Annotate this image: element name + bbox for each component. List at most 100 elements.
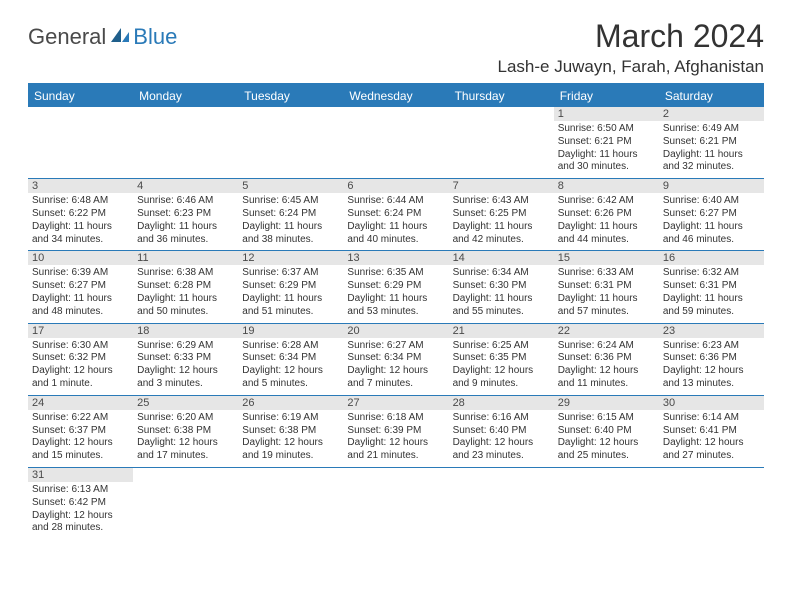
empty-cell [343, 107, 448, 178]
daylight-text: Daylight: 12 hours and 5 minutes. [242, 365, 339, 391]
sunrise-text: Sunrise: 6:50 AM [558, 123, 655, 136]
daylight-text: Daylight: 12 hours and 19 minutes. [242, 437, 339, 463]
empty-cell [449, 107, 554, 178]
sunrise-text: Sunrise: 6:27 AM [347, 340, 444, 353]
sunrise-text: Sunrise: 6:49 AM [663, 123, 760, 136]
day-cell: 7Sunrise: 6:43 AMSunset: 6:25 PMDaylight… [449, 179, 554, 250]
day-body: Sunrise: 6:50 AMSunset: 6:21 PMDaylight:… [554, 121, 659, 178]
daylight-text: Daylight: 11 hours and 36 minutes. [137, 221, 234, 247]
day-body: Sunrise: 6:24 AMSunset: 6:36 PMDaylight:… [554, 338, 659, 395]
daylight-text: Daylight: 12 hours and 7 minutes. [347, 365, 444, 391]
week-row: 1Sunrise: 6:50 AMSunset: 6:21 PMDaylight… [28, 107, 764, 179]
day-cell: 4Sunrise: 6:46 AMSunset: 6:23 PMDaylight… [133, 179, 238, 250]
sunrise-text: Sunrise: 6:25 AM [453, 340, 550, 353]
day-cell: 22Sunrise: 6:24 AMSunset: 6:36 PMDayligh… [554, 324, 659, 395]
sunrise-text: Sunrise: 6:14 AM [663, 412, 760, 425]
daylight-text: Daylight: 12 hours and 3 minutes. [137, 365, 234, 391]
empty-cell [343, 468, 448, 539]
day-cell: 28Sunrise: 6:16 AMSunset: 6:40 PMDayligh… [449, 396, 554, 467]
dow-cell: Sunday [28, 85, 133, 107]
sunrise-text: Sunrise: 6:22 AM [32, 412, 129, 425]
sunset-text: Sunset: 6:34 PM [347, 352, 444, 365]
day-body: Sunrise: 6:22 AMSunset: 6:37 PMDaylight:… [28, 410, 133, 467]
sunrise-text: Sunrise: 6:16 AM [453, 412, 550, 425]
sunset-text: Sunset: 6:26 PM [558, 208, 655, 221]
daylight-text: Daylight: 11 hours and 30 minutes. [558, 149, 655, 175]
sunrise-text: Sunrise: 6:19 AM [242, 412, 339, 425]
day-cell: 17Sunrise: 6:30 AMSunset: 6:32 PMDayligh… [28, 324, 133, 395]
day-body: Sunrise: 6:20 AMSunset: 6:38 PMDaylight:… [133, 410, 238, 467]
day-number: 14 [449, 251, 554, 265]
day-number: 21 [449, 324, 554, 338]
day-number: 17 [28, 324, 133, 338]
logo-text-1: General [28, 24, 106, 50]
day-cell: 23Sunrise: 6:23 AMSunset: 6:36 PMDayligh… [659, 324, 764, 395]
day-number: 9 [659, 179, 764, 193]
sunrise-text: Sunrise: 6:44 AM [347, 195, 444, 208]
daylight-text: Daylight: 11 hours and 48 minutes. [32, 293, 129, 319]
day-number: 13 [343, 251, 448, 265]
day-body: Sunrise: 6:42 AMSunset: 6:26 PMDaylight:… [554, 193, 659, 250]
day-body: Sunrise: 6:13 AMSunset: 6:42 PMDaylight:… [28, 482, 133, 539]
day-body: Sunrise: 6:32 AMSunset: 6:31 PMDaylight:… [659, 265, 764, 322]
daylight-text: Daylight: 12 hours and 13 minutes. [663, 365, 760, 391]
sunset-text: Sunset: 6:23 PM [137, 208, 234, 221]
week-row: 3Sunrise: 6:48 AMSunset: 6:22 PMDaylight… [28, 179, 764, 251]
sunrise-text: Sunrise: 6:43 AM [453, 195, 550, 208]
sunrise-text: Sunrise: 6:33 AM [558, 267, 655, 280]
empty-cell [659, 468, 764, 539]
daylight-text: Daylight: 11 hours and 59 minutes. [663, 293, 760, 319]
day-body: Sunrise: 6:37 AMSunset: 6:29 PMDaylight:… [238, 265, 343, 322]
day-number: 1 [554, 107, 659, 121]
day-number: 29 [554, 396, 659, 410]
daylight-text: Daylight: 12 hours and 9 minutes. [453, 365, 550, 391]
dow-cell: Monday [133, 85, 238, 107]
day-cell: 5Sunrise: 6:45 AMSunset: 6:24 PMDaylight… [238, 179, 343, 250]
day-body: Sunrise: 6:44 AMSunset: 6:24 PMDaylight:… [343, 193, 448, 250]
day-of-week-header: SundayMondayTuesdayWednesdayThursdayFrid… [28, 85, 764, 107]
day-number: 15 [554, 251, 659, 265]
daylight-text: Daylight: 12 hours and 23 minutes. [453, 437, 550, 463]
sunset-text: Sunset: 6:40 PM [453, 425, 550, 438]
empty-cell [133, 468, 238, 539]
dow-cell: Thursday [449, 85, 554, 107]
day-number: 20 [343, 324, 448, 338]
location-text: Lash-e Juwayn, Farah, Afghanistan [28, 57, 764, 77]
calendar-body: 1Sunrise: 6:50 AMSunset: 6:21 PMDaylight… [28, 107, 764, 539]
day-number: 8 [554, 179, 659, 193]
sunrise-text: Sunrise: 6:24 AM [558, 340, 655, 353]
sunset-text: Sunset: 6:21 PM [558, 136, 655, 149]
day-number: 2 [659, 107, 764, 121]
sunset-text: Sunset: 6:24 PM [347, 208, 444, 221]
day-cell: 8Sunrise: 6:42 AMSunset: 6:26 PMDaylight… [554, 179, 659, 250]
day-number: 22 [554, 324, 659, 338]
day-number: 16 [659, 251, 764, 265]
week-row: 24Sunrise: 6:22 AMSunset: 6:37 PMDayligh… [28, 396, 764, 468]
day-number: 23 [659, 324, 764, 338]
logo: General Blue [28, 18, 177, 50]
header: General Blue March 2024 [28, 18, 764, 55]
day-cell: 2Sunrise: 6:49 AMSunset: 6:21 PMDaylight… [659, 107, 764, 178]
day-cell: 24Sunrise: 6:22 AMSunset: 6:37 PMDayligh… [28, 396, 133, 467]
day-number: 30 [659, 396, 764, 410]
day-cell: 14Sunrise: 6:34 AMSunset: 6:30 PMDayligh… [449, 251, 554, 322]
sunrise-text: Sunrise: 6:18 AM [347, 412, 444, 425]
sunrise-text: Sunrise: 6:48 AM [32, 195, 129, 208]
day-number: 7 [449, 179, 554, 193]
sunrise-text: Sunrise: 6:32 AM [663, 267, 760, 280]
day-body: Sunrise: 6:14 AMSunset: 6:41 PMDaylight:… [659, 410, 764, 467]
daylight-text: Daylight: 12 hours and 28 minutes. [32, 510, 129, 536]
day-body: Sunrise: 6:29 AMSunset: 6:33 PMDaylight:… [133, 338, 238, 395]
sunrise-text: Sunrise: 6:23 AM [663, 340, 760, 353]
empty-cell [554, 468, 659, 539]
day-body: Sunrise: 6:19 AMSunset: 6:38 PMDaylight:… [238, 410, 343, 467]
sunset-text: Sunset: 6:41 PM [663, 425, 760, 438]
sunset-text: Sunset: 6:36 PM [558, 352, 655, 365]
daylight-text: Daylight: 11 hours and 57 minutes. [558, 293, 655, 319]
day-cell: 10Sunrise: 6:39 AMSunset: 6:27 PMDayligh… [28, 251, 133, 322]
day-number: 25 [133, 396, 238, 410]
day-number: 24 [28, 396, 133, 410]
sunset-text: Sunset: 6:25 PM [453, 208, 550, 221]
day-cell: 30Sunrise: 6:14 AMSunset: 6:41 PMDayligh… [659, 396, 764, 467]
sunrise-text: Sunrise: 6:35 AM [347, 267, 444, 280]
